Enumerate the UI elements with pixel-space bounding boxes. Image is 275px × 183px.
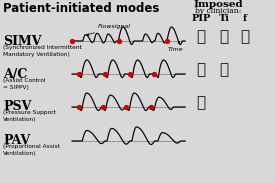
Text: f: f (243, 14, 247, 23)
Text: (Proportional Assist
Ventilation): (Proportional Assist Ventilation) (3, 144, 60, 156)
Text: Time: Time (167, 42, 183, 52)
Text: ✓: ✓ (196, 96, 206, 110)
Text: A/C: A/C (3, 68, 28, 81)
Text: PIP: PIP (191, 14, 211, 23)
Text: Patient-initiated modes: Patient-initiated modes (3, 2, 160, 15)
Text: ✓: ✓ (196, 30, 206, 44)
Text: SIMV: SIMV (3, 35, 42, 48)
Text: by clinician:: by clinician: (195, 7, 241, 15)
Text: (Synchronized Intermittent
Mandatory Ventilation): (Synchronized Intermittent Mandatory Ven… (3, 45, 82, 57)
Text: Ti: Ti (219, 14, 229, 23)
Text: ✓: ✓ (219, 30, 229, 44)
Text: ✓: ✓ (240, 30, 250, 44)
Text: PSV: PSV (3, 100, 31, 113)
Text: Imposed: Imposed (193, 0, 243, 9)
Text: PAV: PAV (3, 134, 30, 147)
Text: Flowsignal: Flowsignal (87, 24, 131, 36)
Text: ✓: ✓ (196, 63, 206, 77)
Text: (Pressure Support
Ventilation): (Pressure Support Ventilation) (3, 110, 56, 122)
Text: (Assist Control
= SIPPV): (Assist Control = SIPPV) (3, 78, 45, 90)
Text: ✓: ✓ (219, 63, 229, 77)
